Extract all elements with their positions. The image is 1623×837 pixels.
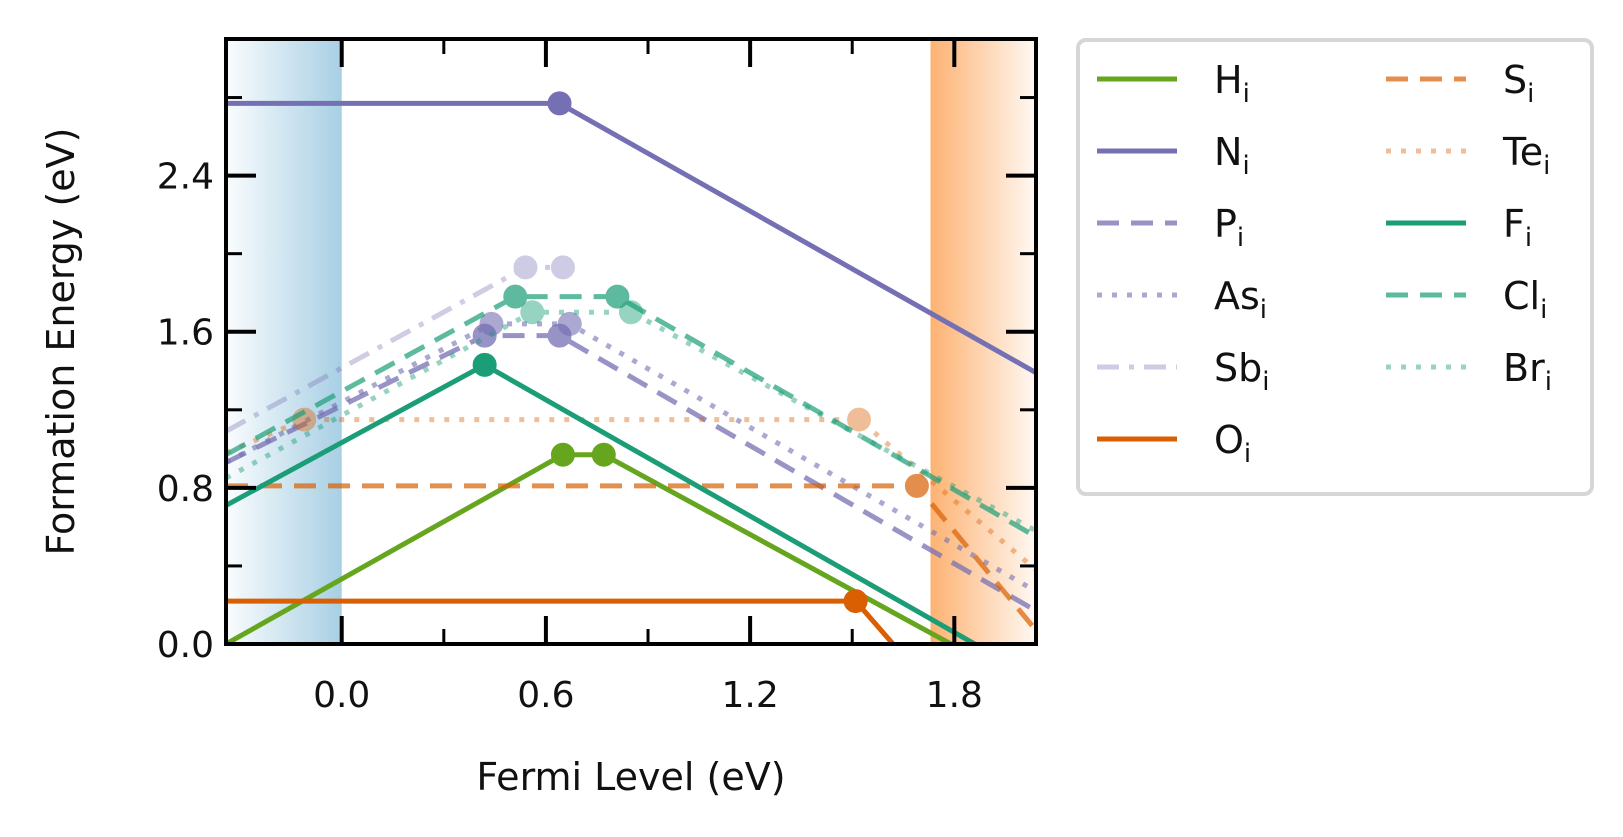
series-oi (226, 589, 895, 644)
valence-band-region (226, 39, 342, 644)
legend-entry-bri: Bri (1386, 346, 1552, 397)
legend-label: Ni (1214, 130, 1250, 181)
transition-point-hi-1 (591, 442, 616, 467)
legend-label: Fi (1503, 202, 1532, 253)
legend-label: Bri (1503, 346, 1552, 397)
legend-entry-si: Si (1386, 58, 1534, 109)
transition-point-ni-0 (547, 91, 572, 116)
series-line-sbi (226, 264, 563, 434)
series-si (226, 473, 1036, 632)
legend-label: Asi (1214, 274, 1267, 325)
legend-label: Si (1503, 58, 1534, 109)
series-layer (226, 91, 1036, 644)
legend-box (1076, 38, 1594, 496)
transition-point-bri-1 (619, 300, 643, 325)
transition-point-fi-0 (472, 352, 497, 377)
legend-entry-pi: Pi (1097, 202, 1244, 253)
transition-point-sbi-1 (550, 255, 575, 280)
band-regions (226, 39, 1036, 644)
y-tick-label: 1.6 (157, 313, 214, 354)
legend-entry-tei: Tei (1386, 130, 1550, 181)
series-ni (226, 91, 1036, 375)
legend-label: Pi (1214, 202, 1244, 253)
series-line-cli (226, 294, 1036, 539)
legend-entry-cli: Cli (1386, 274, 1547, 325)
series-line-hi (226, 452, 953, 644)
x-tick-label: 0.0 (313, 675, 370, 716)
transition-point-asi-1 (557, 311, 582, 336)
x-axis-title: Fermi Level (eV) (476, 755, 785, 799)
plot-frame (224, 37, 1038, 646)
series-fi (226, 352, 976, 644)
transition-point-cli-1 (605, 284, 630, 309)
series-line-pi (226, 333, 1036, 613)
legend-label: Tei (1502, 130, 1550, 181)
legend-entry-fi: Fi (1386, 202, 1532, 253)
y-axis-title: Formation Energy (eV) (39, 127, 83, 555)
series-asi (226, 311, 1036, 594)
legend-label: Sbi (1214, 346, 1269, 397)
series-bri (226, 300, 1036, 534)
series-line-ni (226, 100, 1036, 375)
transition-point-bri-0 (520, 300, 545, 325)
y-tick-label: 2.4 (157, 157, 214, 198)
transition-point-oi-0 (843, 589, 868, 614)
transition-point-asi-0 (479, 311, 504, 336)
legend-label: Hi (1214, 58, 1250, 109)
legend-entry-sbi: Sbi (1097, 346, 1269, 397)
series-cli (226, 284, 1036, 539)
x-tick-label: 1.8 (926, 675, 983, 716)
series-sbi (226, 255, 575, 434)
series-line-bri (226, 309, 1036, 534)
legend-entry-asi: Asi (1097, 274, 1267, 325)
legend: Hi Ni Pi Asi Sbi Oi Si Tei Fi Cli Bri (1076, 38, 1594, 496)
legend-label: Oi (1214, 418, 1251, 469)
y-tick-label: 0.8 (157, 469, 214, 510)
legend-entry-hi: Hi (1097, 58, 1250, 109)
transition-point-sbi-0 (513, 255, 538, 280)
transition-point-hi-0 (550, 442, 575, 467)
axes: 0.0 0.6 1.2 1.8 0.0 0.8 1.6 2.4 Fermi Level (eV)… (39, 37, 1038, 799)
series-line-asi (226, 321, 1036, 594)
x-tick-label: 0.6 (517, 675, 574, 716)
y-tick-label: 0.0 (157, 625, 214, 666)
legend-entry-ni: Ni (1097, 130, 1250, 181)
transition-point-cli-0 (503, 284, 528, 309)
legend-entry-oi: Oi (1097, 418, 1251, 469)
legend-label: Cli (1503, 274, 1547, 325)
series-hi (226, 442, 953, 644)
x-tick-label: 1.2 (721, 675, 778, 716)
transition-point-si-0 (904, 473, 929, 498)
transition-point-tei-1 (847, 407, 872, 432)
